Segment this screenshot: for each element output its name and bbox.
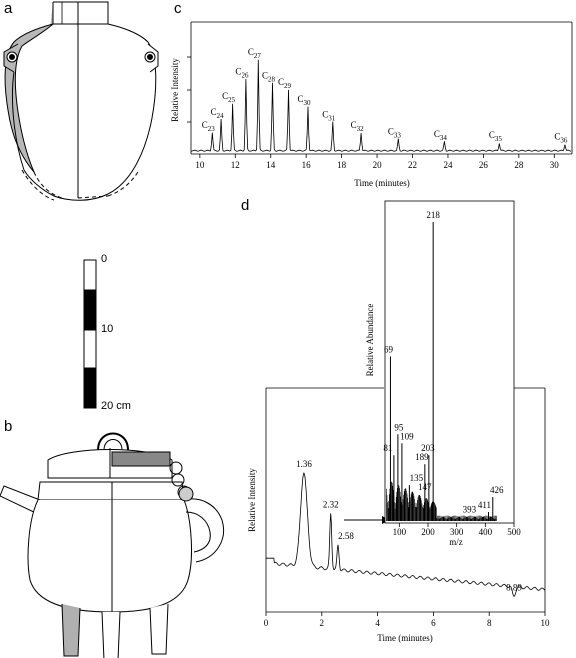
chart-d-tick-label: 6 [431,618,436,628]
chart-d-frame [265,387,546,613]
chart-c-frame [187,21,573,155]
panel-letter-a: a [4,0,13,17]
inset-x-ticks: 100 200 300 400 500 [393,523,521,537]
inset-peak-label: 147 [418,482,432,492]
chart-c-peak-label: C33 [388,126,402,139]
inset-peak-label: 81 [383,443,392,453]
chart-c-tick-label: 24 [443,160,453,170]
chart-c-peak-label: C30 [297,94,311,107]
panel-letter-c: c [174,0,182,17]
chart-d-ylabel: Relative Intensity [247,468,257,532]
chart-d-xlabel: Time (minutes) [377,633,432,643]
chart-c-peak-label: C36 [554,132,568,145]
chart-c-tick-label: 22 [408,160,417,170]
chart-c-tick-label: 30 [550,160,560,170]
scale-tick-10: 10 [101,323,114,335]
vessel-drawing-a [3,1,159,201]
chart-c-x-ticks: 10 12 14 16 18 20 22 24 26 28 30 [195,154,559,170]
inset-peak-label: 393 [463,505,477,515]
chart-d-peak-label: 2.58 [338,531,354,541]
chart-d-x-ticks: 0 2 4 6 8 10 [264,612,550,628]
chart-c-peak-label: C25 [222,91,236,104]
chart-c-tick-label: 10 [195,160,205,170]
inset-tick-label: 300 [450,527,464,537]
inset-peak-label: 218 [426,210,440,220]
chart-d-tick-label: 4 [375,618,380,628]
chart-d-tick-label: 8 [487,618,492,628]
inset-peak-label: 109 [400,431,414,441]
chart-c-tick-label: 14 [266,160,276,170]
chart-c-peak-label: C34 [434,129,448,142]
inset-peak-label: 411 [478,500,491,510]
chart-c-peak-label: C24 [211,107,225,120]
chart-d-tick-label: 2 [320,618,325,628]
chart-d-peak-labels: 1.36 2.32 2.58 8.89 [296,459,522,592]
scale-bar [83,259,97,409]
inset-frame [384,200,515,524]
inset-bars [386,222,497,521]
chart-c-tick-label: 12 [231,160,240,170]
inset-ylabel: Relative Abundance [365,304,375,377]
scale-tick-20: 20 cm [101,400,131,412]
inset-peak-label: 135 [410,473,424,483]
chart-c-peak-label: C31 [322,109,336,122]
inset-tick-label: 100 [393,527,407,537]
chart-c-tick-label: 20 [373,160,383,170]
inset-arrow [344,516,390,524]
panel-letter-b: b [4,418,13,435]
chart-c-tick-label: 18 [337,160,347,170]
chart-c-tick-label: 26 [479,160,489,170]
inset-peak-label: 426 [490,485,504,495]
chart-c-tick-label: 28 [514,160,524,170]
inset-tick-label: 500 [507,527,521,537]
chart-c-peak-label: C26 [235,67,249,80]
inset-tick-label: 200 [421,527,435,537]
chart-c-peak-label: C23 [202,120,216,133]
vessel-drawing-b [0,432,224,658]
inset-tick-label: 400 [479,527,493,537]
chart-c-xlabel: Time (minutes) [354,178,409,188]
chart-d-peak-label: 1.36 [296,459,312,469]
chart-c-peak-label: C32 [351,120,365,133]
chart-c-tick-label: 16 [302,160,312,170]
inset-xlabel: m/z [449,537,463,547]
inset-peak-label: 203 [421,443,435,453]
chart-d-tick-label: 10 [541,618,551,628]
inset-peak-label: 95 [394,422,404,432]
chart-c-peak-label: C29 [278,77,292,90]
inset-peak-label: 69 [384,345,394,355]
chart-c-peak-label: C28 [262,70,276,83]
chart-c-trace [190,59,572,152]
chart-c-peak-label: C35 [489,130,503,143]
chart-c-ylabel: Relative Intensity [170,58,180,122]
chart-d-peak-label: 8.89 [506,582,522,592]
scale-tick-0: 0 [101,253,108,265]
chart-d-peak-label: 2.32 [323,499,339,509]
panel-letter-d: d [241,197,250,214]
chart-d-tick-label: 0 [264,618,269,628]
chart-d-trace [266,472,546,597]
inset-peak-label: 189 [415,452,429,462]
chart-c-peak-label: C27 [248,47,262,60]
